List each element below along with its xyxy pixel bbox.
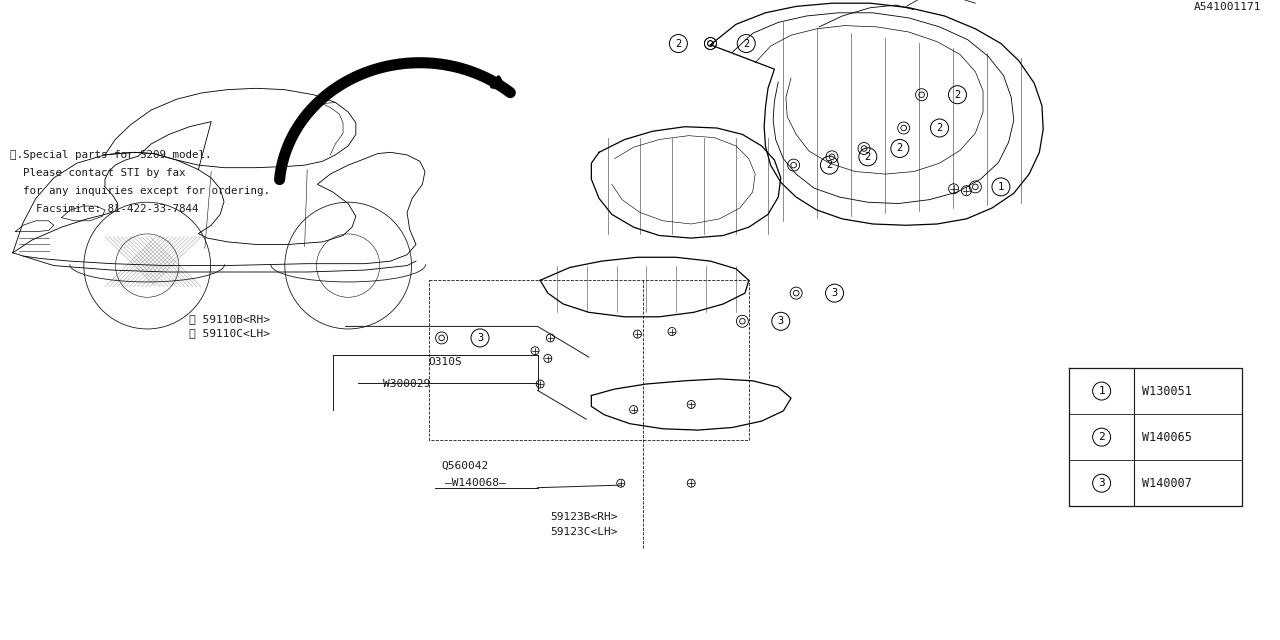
Text: 3: 3 xyxy=(477,333,483,343)
Text: 2: 2 xyxy=(897,143,902,154)
Text: ※ 59110B<RH>: ※ 59110B<RH> xyxy=(189,314,270,324)
Text: W130051: W130051 xyxy=(1143,385,1193,397)
Text: A541001171: A541001171 xyxy=(1193,1,1261,12)
Text: 2: 2 xyxy=(827,160,832,170)
Text: W140065: W140065 xyxy=(1143,431,1193,444)
Text: 59123C<LH>: 59123C<LH> xyxy=(550,527,618,538)
Text: Please contact STI by fax: Please contact STI by fax xyxy=(10,168,186,179)
Text: 3: 3 xyxy=(832,288,837,298)
Text: ※ 59110C<LH>: ※ 59110C<LH> xyxy=(189,328,270,338)
Text: O310S: O310S xyxy=(429,356,462,367)
Text: 2: 2 xyxy=(865,152,870,162)
Text: ※.Special parts for S209 model.: ※.Special parts for S209 model. xyxy=(10,150,211,161)
Text: 1: 1 xyxy=(1098,386,1105,396)
Text: for any inquiries except for ordering.: for any inquiries except for ordering. xyxy=(10,186,270,196)
Text: 2: 2 xyxy=(1098,432,1105,442)
Text: Facsimile: 81-422-33-7844: Facsimile: 81-422-33-7844 xyxy=(10,204,198,214)
Text: 2: 2 xyxy=(744,38,749,49)
Text: 2: 2 xyxy=(937,123,942,133)
Text: 2: 2 xyxy=(955,90,960,100)
Text: 1: 1 xyxy=(998,182,1004,192)
Text: —W140068—: —W140068— xyxy=(445,478,506,488)
Text: 3: 3 xyxy=(1098,478,1105,488)
Text: 2: 2 xyxy=(676,38,681,49)
Text: 59123B<RH>: 59123B<RH> xyxy=(550,512,618,522)
Text: Q560042: Q560042 xyxy=(442,461,489,471)
Text: W300029: W300029 xyxy=(384,379,430,389)
Text: W140007: W140007 xyxy=(1143,477,1193,490)
Text: 3: 3 xyxy=(778,316,783,326)
